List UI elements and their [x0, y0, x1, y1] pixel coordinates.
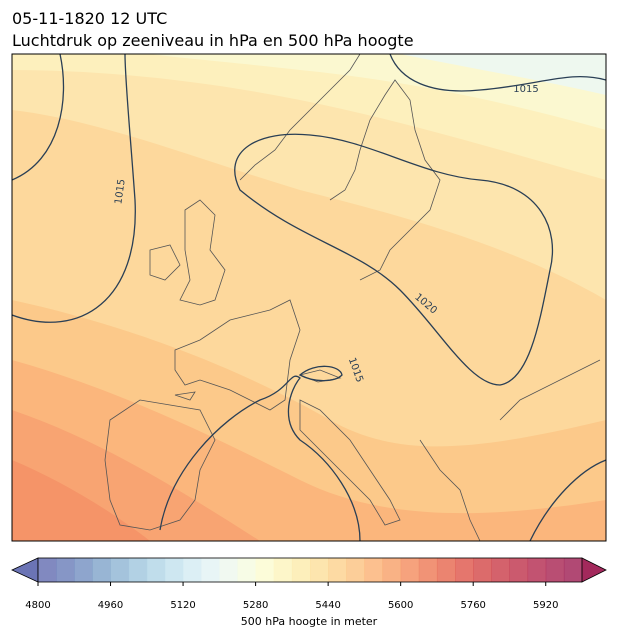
colorbar-segment	[545, 558, 565, 582]
colorbar-extend	[11, 557, 39, 583]
colorbar-segment	[56, 558, 75, 582]
colorbar: 4800 4960 5120 5280 5440 5600 5760 5920	[11, 557, 607, 611]
colorbar-segment	[400, 558, 420, 582]
colorbar-segment	[436, 558, 456, 582]
colorbar-label: 500 hPa hoogte in meter	[241, 615, 378, 628]
map-frame	[11, 53, 607, 542]
colorbar-segment	[346, 558, 365, 582]
height-band	[400, 54, 606, 95]
colorbar-segment	[291, 558, 311, 582]
colorbar-segment	[110, 558, 130, 582]
colorbar-extend	[581, 557, 607, 583]
colorbar-tick-label: 5280	[243, 600, 268, 611]
colorbar-segment	[527, 558, 547, 582]
colorbar-segment	[128, 558, 148, 582]
isobars	[12, 54, 606, 541]
colorbar-segment	[237, 558, 257, 582]
colorbar-segment	[146, 558, 166, 582]
isobar-label: 1015	[513, 84, 538, 95]
colorbar-segment	[563, 558, 583, 582]
colorbar-segment	[273, 558, 293, 582]
coastlines	[104, 54, 601, 541]
colorbar-segment	[310, 558, 329, 582]
colorbar-segment	[201, 558, 220, 582]
colorbar-segment	[219, 558, 238, 582]
colorbar-segment	[382, 558, 402, 582]
isobar-label: 1015	[113, 178, 127, 205]
colorbar-segment	[509, 558, 529, 582]
colorbar-tick-label: 5600	[388, 600, 413, 611]
colorbar-tick-label: 5920	[533, 600, 558, 611]
colorbar-tick-label: 5120	[170, 600, 195, 611]
colorbar-segment	[491, 558, 510, 582]
colorbar-tick-label: 4960	[98, 600, 123, 611]
title-line: 05-11-1820 12 UTC	[12, 9, 167, 28]
colorbar-frame	[37, 557, 583, 583]
colorbar-segment	[418, 558, 438, 582]
colorbar-segment	[364, 558, 384, 582]
height-band	[150, 54, 606, 130]
colorbar-segment	[74, 558, 93, 582]
colorbar-segment	[164, 558, 184, 582]
colorbar-tick-label: 4800	[25, 600, 50, 611]
colorbar-tick-label: 5440	[315, 600, 340, 611]
colorbar-segment	[473, 558, 492, 582]
colorbar-segment	[255, 558, 275, 582]
colorbar-tick-label: 5760	[460, 600, 485, 611]
subtitle-line: Luchtdruk op zeeniveau in hPa en 500 hPa…	[12, 31, 414, 50]
map	[12, 54, 606, 541]
colorbar-segment	[183, 558, 202, 582]
colorbar-segment	[455, 558, 474, 582]
colorbar-segment	[328, 558, 347, 582]
colorbar-segment	[38, 558, 57, 582]
height-band	[12, 460, 150, 541]
colorbar-segment	[92, 558, 112, 582]
